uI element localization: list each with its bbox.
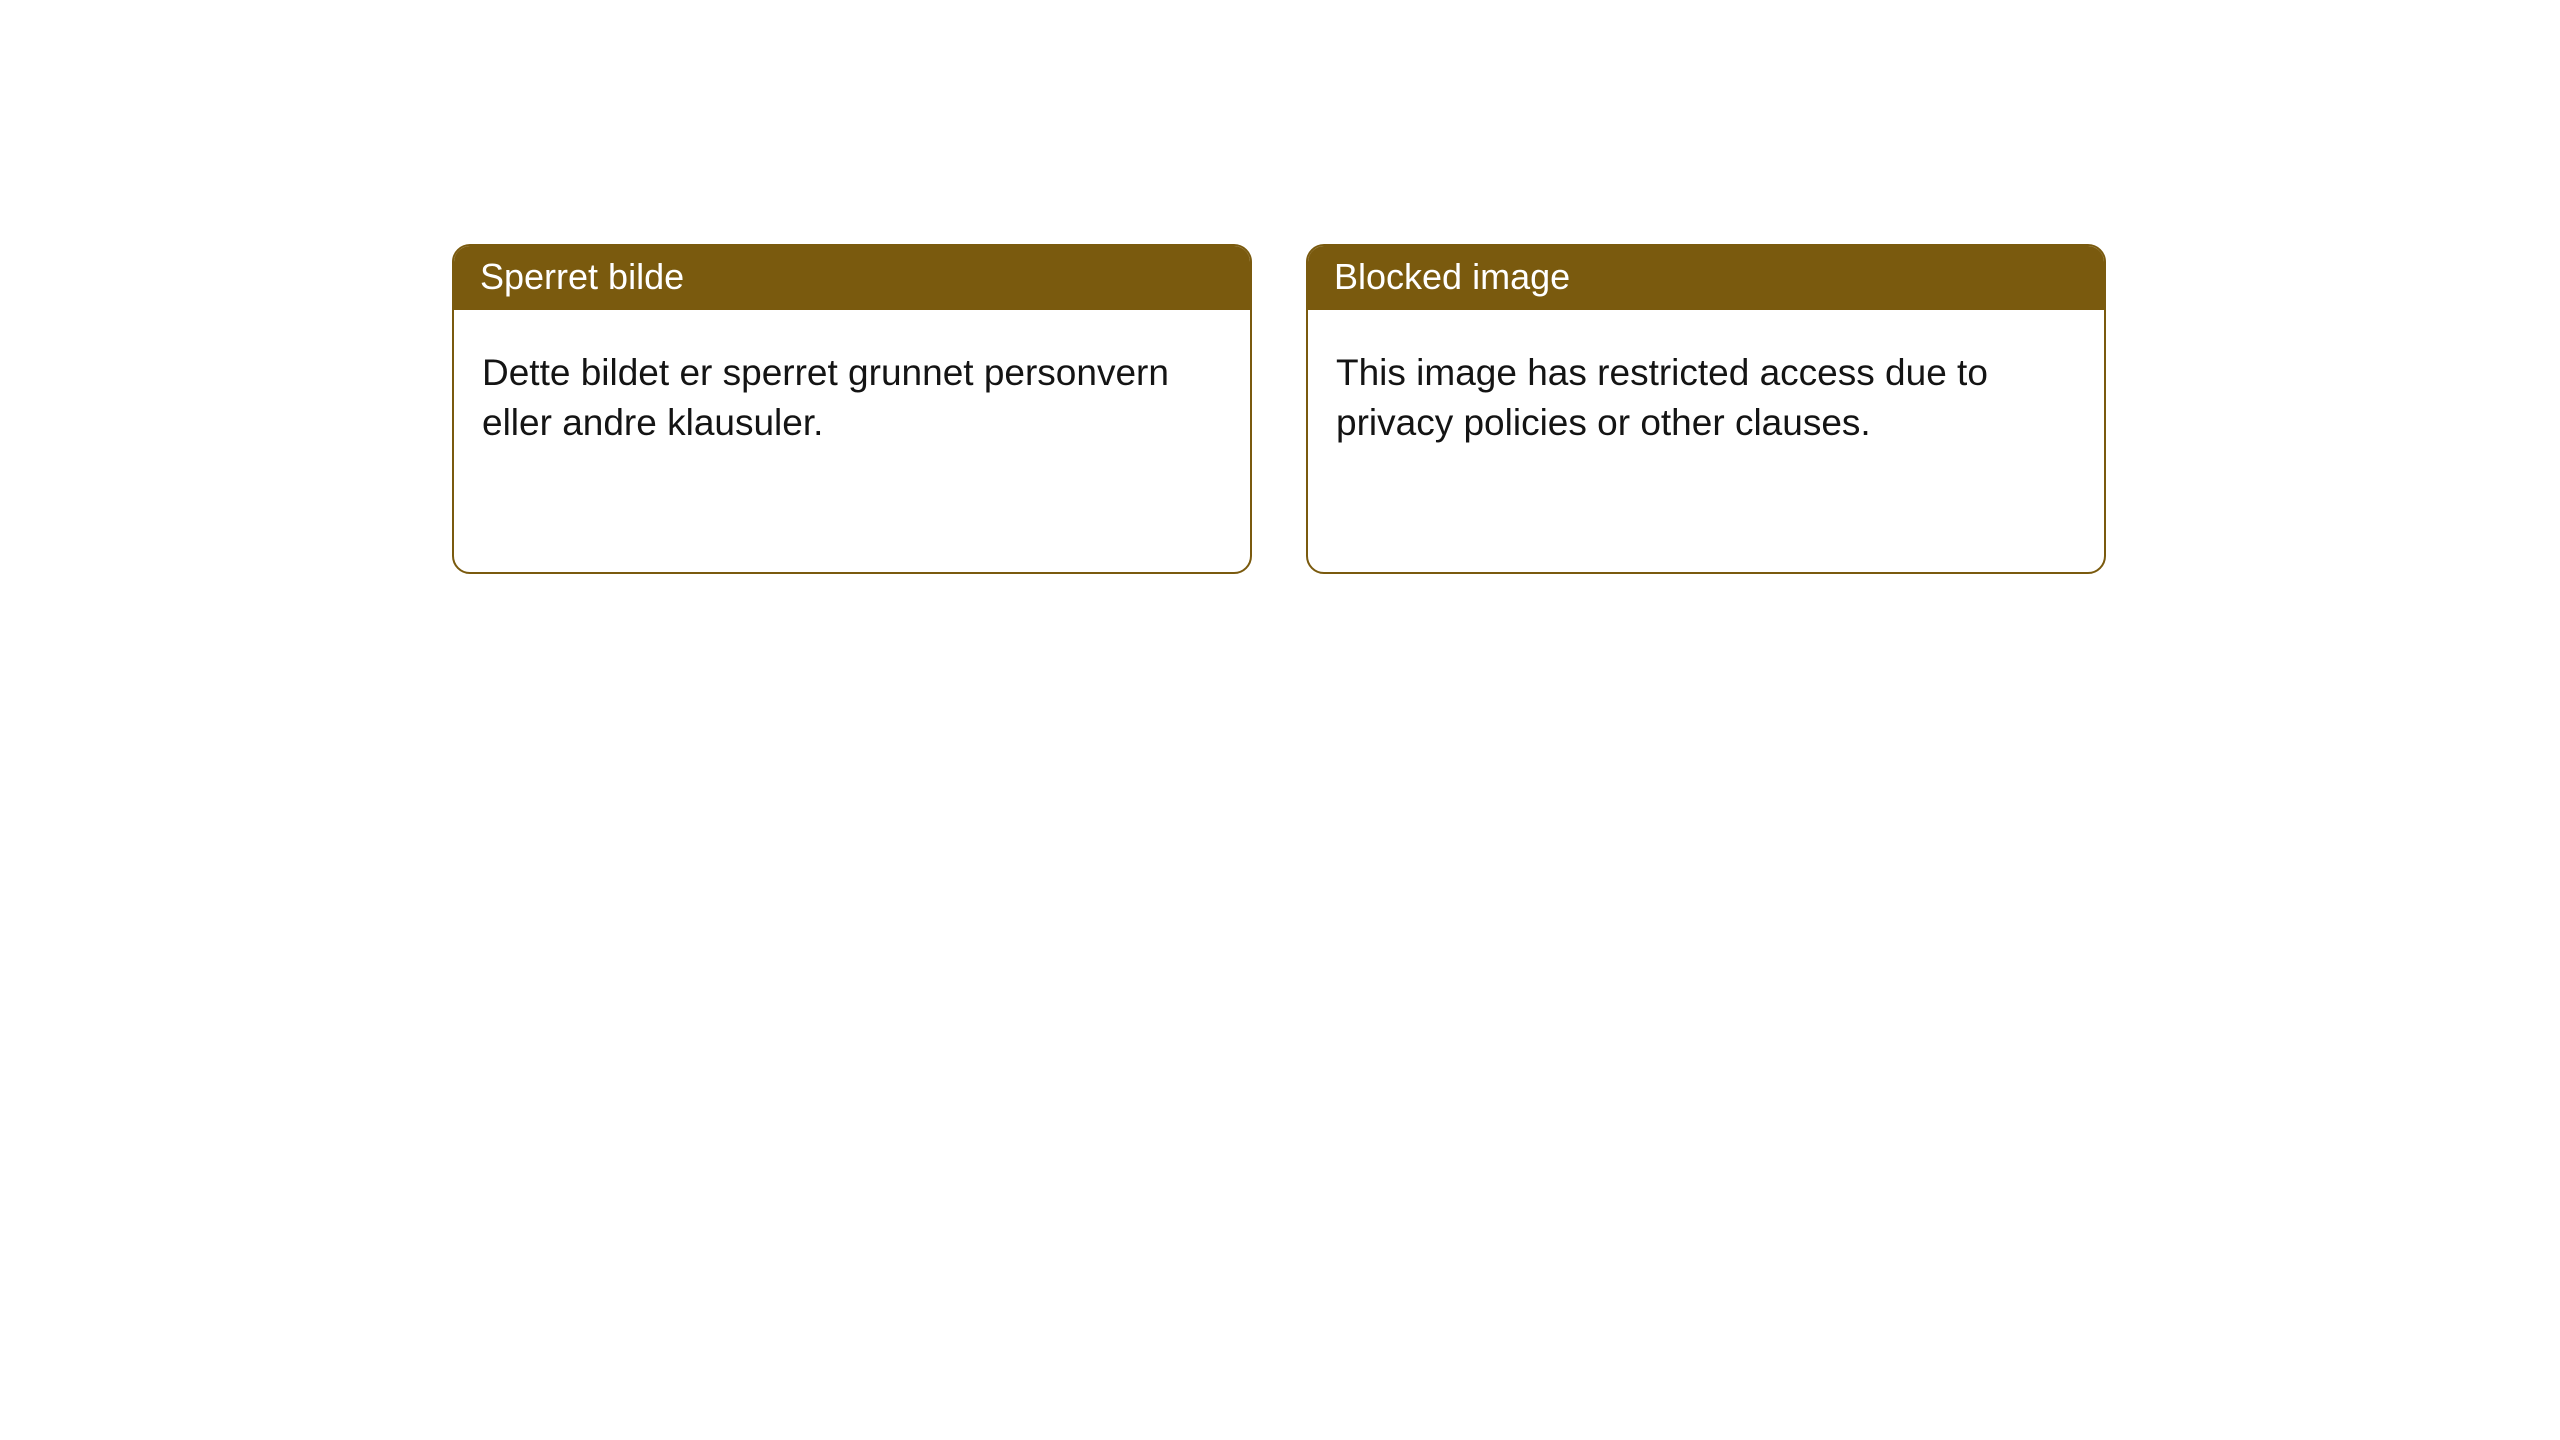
card-header-en: Blocked image [1308, 246, 2104, 310]
card-body-en: This image has restricted access due to … [1308, 310, 2104, 476]
card-blocked-en: Blocked image This image has restricted … [1306, 244, 2106, 574]
card-header-no: Sperret bilde [454, 246, 1250, 310]
card-blocked-no: Sperret bilde Dette bildet er sperret gr… [452, 244, 1252, 574]
card-body-no: Dette bildet er sperret grunnet personve… [454, 310, 1250, 476]
blocked-image-cards: Sperret bilde Dette bildet er sperret gr… [452, 244, 2106, 574]
